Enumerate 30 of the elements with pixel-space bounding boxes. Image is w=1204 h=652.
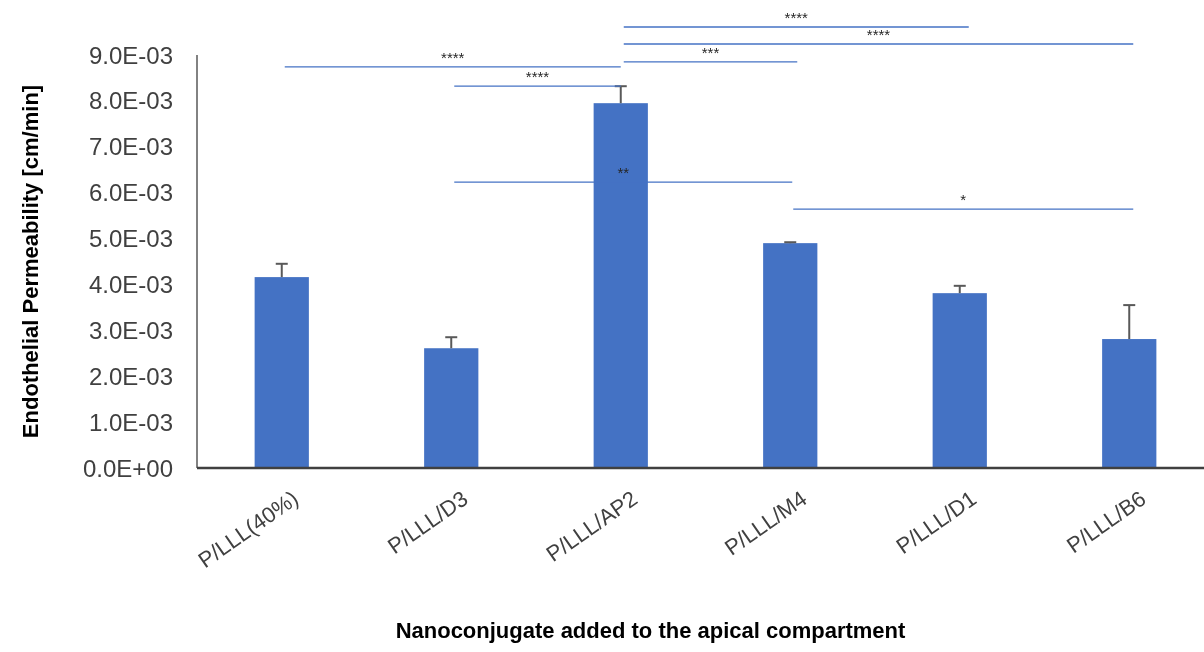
significance-bracket: **** bbox=[284, 48, 622, 68]
annotation: **** bbox=[525, 68, 550, 86]
significance-bracket: * bbox=[792, 191, 1134, 210]
annotation: *** bbox=[701, 43, 720, 61]
y-tick-label: 7.0E-03 bbox=[88, 133, 173, 161]
y-tick-label: 3.0E-03 bbox=[88, 316, 173, 344]
y-tick-label: 4.0E-03 bbox=[88, 270, 173, 298]
annotation: * bbox=[960, 191, 967, 209]
y-axis-title: Endothelial Permeability [cm/min] bbox=[17, 84, 43, 439]
y-tick-label: 6.0E-03 bbox=[88, 179, 173, 207]
significance-bracket: ** bbox=[453, 164, 793, 183]
annotation: ** bbox=[617, 164, 630, 182]
y-tick-label: 5.0E-03 bbox=[88, 225, 173, 253]
bar bbox=[932, 293, 987, 468]
significance-bracket: **** bbox=[453, 68, 622, 87]
y-tick-label: 1.0E-03 bbox=[88, 408, 173, 436]
bar bbox=[763, 243, 818, 468]
significance-bracket: *** bbox=[623, 43, 798, 63]
x-axis-title: Nanoconjugate added to the apical compartment bbox=[395, 618, 907, 643]
y-tick-label: 0.0E+00 bbox=[82, 454, 173, 482]
bar bbox=[424, 348, 479, 468]
bar bbox=[593, 103, 648, 468]
y-tick-label: 9.0E-03 bbox=[88, 41, 173, 69]
significance-bracket: **** bbox=[623, 9, 970, 28]
significance-bracket: **** bbox=[623, 26, 1134, 45]
annotation: **** bbox=[441, 48, 465, 66]
y-tick-label: 2.0E-03 bbox=[88, 362, 173, 390]
bar bbox=[1102, 339, 1157, 468]
y-tick-label: 8.0E-03 bbox=[88, 87, 173, 115]
bar bbox=[254, 277, 309, 468]
